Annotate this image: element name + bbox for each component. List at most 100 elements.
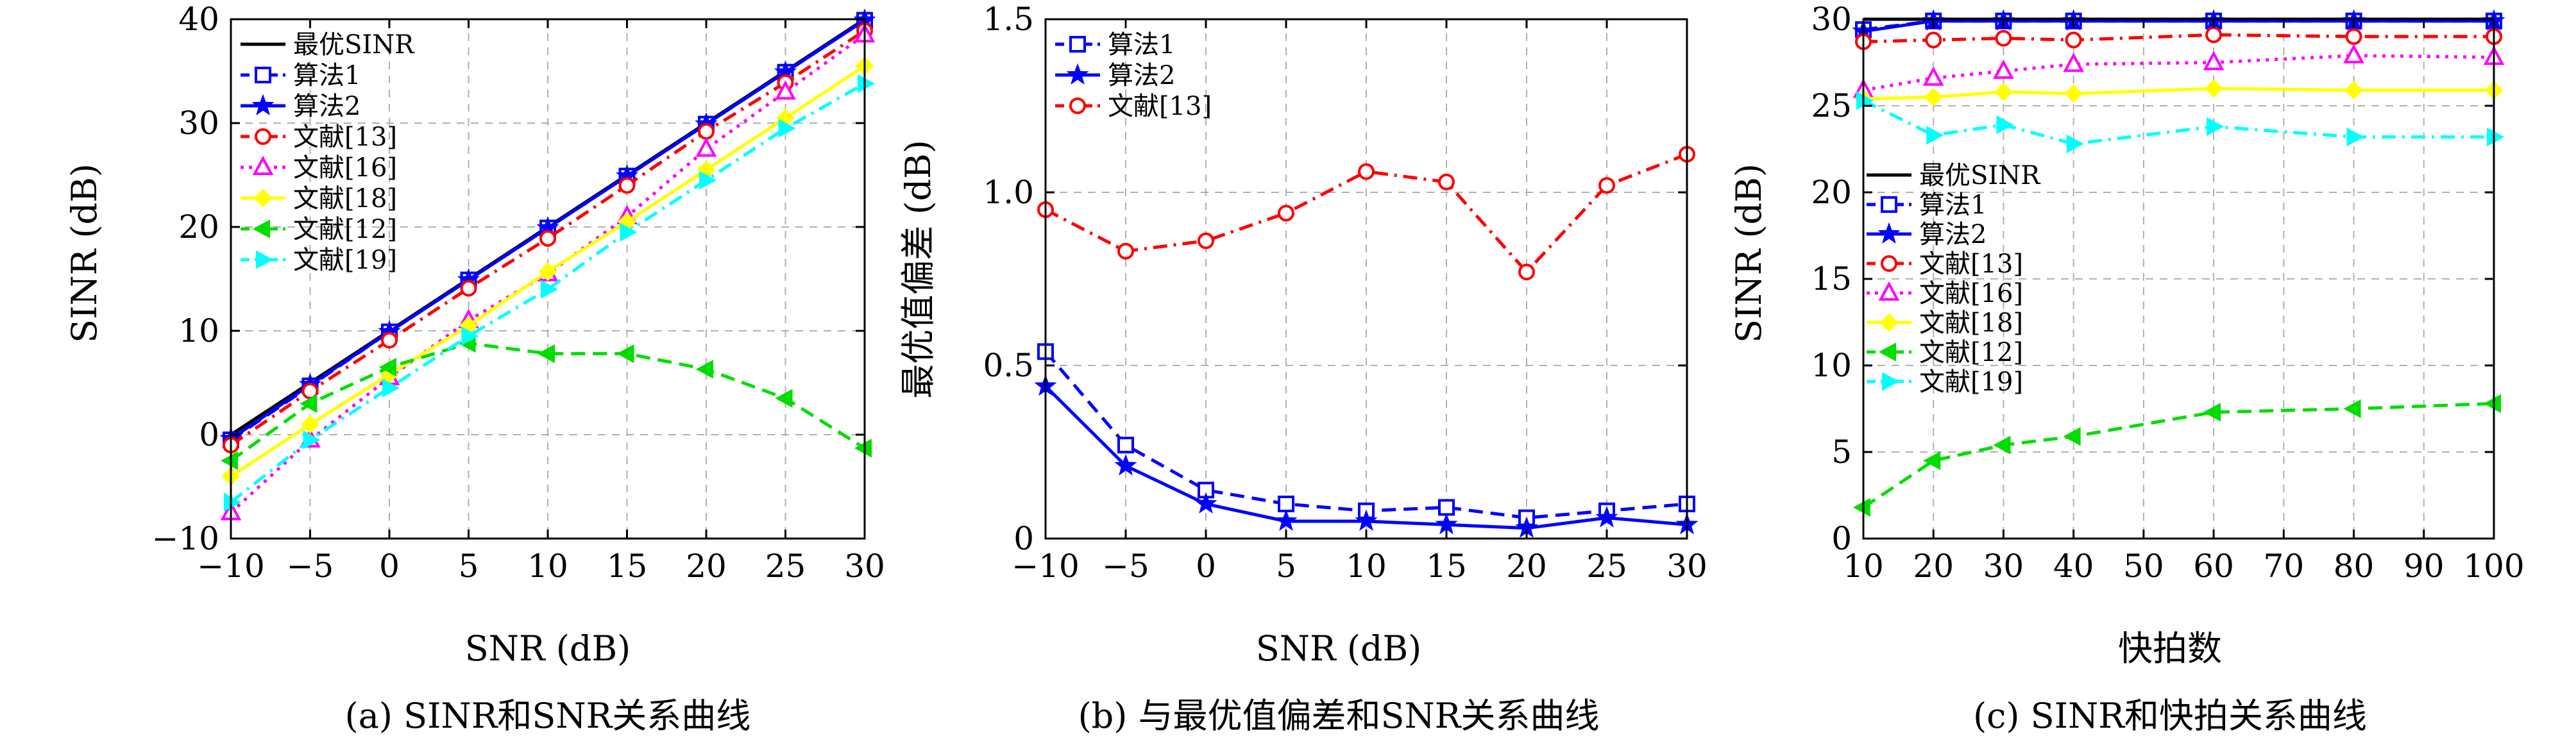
data-point-marker <box>301 415 319 434</box>
legend-label: 文献[12] <box>293 215 397 244</box>
data-point-marker <box>2346 127 2364 147</box>
data-point-marker <box>1438 499 1455 516</box>
legend-label: 文献[16] <box>1919 279 2023 308</box>
panel-c-caption: (c) SINR和快拍关系曲线 <box>1973 696 2367 736</box>
data-point-marker <box>537 344 555 364</box>
x-tick-label: 10 <box>1346 548 1387 585</box>
x-tick-label: 60 <box>2193 548 2234 585</box>
x-tick-label: 50 <box>2123 548 2164 585</box>
y-tick-label: 20 <box>1811 174 1852 211</box>
x-tick-label: 20 <box>1506 548 1547 585</box>
y-tick-label: 1.0 <box>983 174 1034 211</box>
series-文献[12] <box>220 333 872 471</box>
data-point-marker <box>1926 126 1944 145</box>
data-point-marker <box>382 378 400 398</box>
legend-label: 文献[13] <box>293 122 397 152</box>
data-point-marker <box>2204 79 2223 98</box>
data-point-marker <box>1194 492 1217 514</box>
data-point-marker <box>1198 232 1214 249</box>
series-文献[18] <box>221 56 874 486</box>
legend: 最优SINR算法1算法2文献[13]文献[16]文献[18]文献[12]文献[1… <box>1867 161 2041 397</box>
series-文献[19] <box>1856 91 2505 154</box>
legend-swatch-marker <box>252 155 274 175</box>
data-point-marker <box>460 280 477 297</box>
series-算法2 <box>1034 374 1699 538</box>
data-point-marker <box>1923 451 1941 471</box>
y-tick-label: 0 <box>199 416 219 453</box>
series-文献[12] <box>1852 394 2501 517</box>
data-point-marker <box>775 80 796 100</box>
series-line <box>1863 19 2494 33</box>
series-文献[13] <box>223 22 873 454</box>
legend-label: 文献[16] <box>293 153 397 183</box>
x-tick-label: −10 <box>197 548 265 585</box>
panel-a-ylabel: SINR (dB) <box>64 163 105 343</box>
data-point-marker <box>2345 28 2362 45</box>
data-point-marker <box>2344 81 2363 100</box>
data-point-marker <box>2207 117 2224 137</box>
data-point-marker <box>1996 115 2014 135</box>
x-tick-label: 100 <box>2463 548 2524 585</box>
series-文献[18] <box>1854 79 2504 108</box>
data-point-marker <box>1922 66 1944 86</box>
legend-swatch-marker <box>1069 36 1086 53</box>
legend-swatch-marker <box>1879 313 1899 332</box>
panel-c-ylabel: SINR (dB) <box>1729 163 1769 343</box>
y-tick-label: 5 <box>1831 433 1852 471</box>
data-point-marker <box>1114 454 1137 476</box>
x-tick-label: 10 <box>1843 548 1884 585</box>
series-文献[19] <box>224 74 876 512</box>
x-tick-label: 25 <box>1586 548 1627 585</box>
data-point-marker <box>461 326 479 346</box>
panel-c-xlabel: 快拍数 <box>2118 628 2222 669</box>
legend-swatch-marker <box>1882 372 1900 391</box>
data-point-marker <box>300 394 318 414</box>
legend-label: 文献[13] <box>1108 92 1212 121</box>
data-point-marker <box>1358 163 1375 180</box>
data-point-marker <box>620 222 638 242</box>
data-point-marker <box>699 171 717 190</box>
data-point-marker <box>1518 264 1535 281</box>
legend-swatch-marker <box>253 188 273 208</box>
data-point-marker <box>1117 242 1134 260</box>
legend-label: 算法2 <box>293 92 360 121</box>
legend-label: 算法1 <box>1108 30 1175 60</box>
legend-label: 文献[19] <box>1919 367 2023 397</box>
data-point-marker <box>2203 403 2221 422</box>
legend-label: 文献[19] <box>293 246 397 275</box>
panel-b-xlabel: SNR (dB) <box>1256 628 1421 669</box>
data-point-marker <box>616 344 634 364</box>
data-point-marker <box>1993 435 2011 455</box>
data-point-marker <box>1852 498 1870 517</box>
legend-label: 算法1 <box>1919 190 1987 220</box>
x-tick-label: 30 <box>1666 548 1707 585</box>
legend-label: 最优SINR <box>1919 161 2041 190</box>
legend-swatch-marker <box>255 128 271 145</box>
data-point-marker <box>1598 177 1615 194</box>
panel-a-xlabel: SNR (dB) <box>465 628 631 669</box>
data-point-marker <box>858 74 876 94</box>
y-tick-label: 30 <box>1811 1 1852 38</box>
series-line <box>1862 99 2494 146</box>
panel-c-sinr-vs-snapshots: SINR (dB) 快拍数 (c) SINR和快拍关系曲线 10 20 30 40 50… <box>1729 1 2525 736</box>
series-算法1 <box>1855 12 2502 38</box>
y-tick-label: 10 <box>178 312 219 349</box>
data-point-marker <box>1435 512 1458 535</box>
legend-swatch-marker <box>1881 255 1897 272</box>
legend-swatch-marker <box>252 219 270 239</box>
series-line <box>1863 54 2495 92</box>
legend-swatch-marker <box>1066 63 1089 85</box>
legend-label: 算法2 <box>1919 220 1987 249</box>
x-tick-label: 0 <box>1196 548 1216 585</box>
x-tick-label: 20 <box>686 548 727 585</box>
x-tick-label: 90 <box>2403 548 2445 585</box>
data-point-marker <box>1925 31 1942 49</box>
data-point-marker <box>1278 205 1294 222</box>
legend-swatch-marker <box>256 250 274 269</box>
legend-swatch-marker <box>251 94 275 115</box>
panel-b-ylabel: 最优值偏差 (dB) <box>898 140 938 399</box>
x-tick-label: 70 <box>2264 548 2305 585</box>
data-point-marker <box>1275 509 1298 531</box>
x-tick-label: 5 <box>1276 548 1296 585</box>
